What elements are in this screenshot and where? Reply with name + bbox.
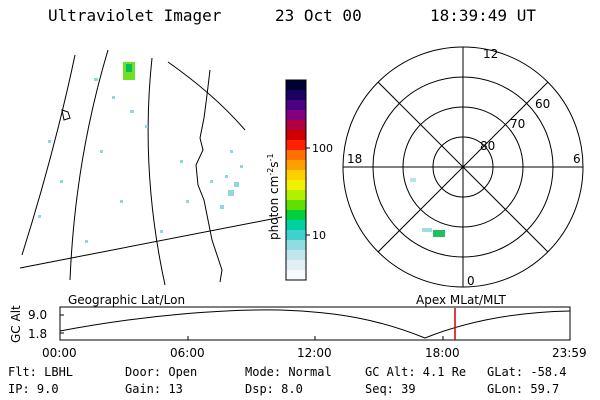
lat-label-80: 80 xyxy=(480,139,495,153)
mlt-label-0: 0 xyxy=(467,274,475,288)
gc-alt-label: GC Alt: 4.1 Re xyxy=(365,365,467,379)
aurora-speckles xyxy=(38,78,243,243)
colorbar-cell xyxy=(286,210,306,221)
colorbar-cell xyxy=(286,250,306,261)
instrument-title: Ultraviolet Imager xyxy=(48,6,222,25)
lat-label-60: 60 xyxy=(535,97,550,111)
colorbar-cell xyxy=(286,170,306,181)
orbit-xtick-0000: 00:00 xyxy=(42,346,77,360)
aurora-spot-north-core xyxy=(126,64,132,72)
colorbar-cell xyxy=(286,120,306,131)
polar-aurora-speck xyxy=(410,178,416,182)
orbit-left-title: Geographic Lat/Lon xyxy=(68,293,185,307)
colorbar-cell xyxy=(286,220,306,231)
glat-label: GLat: -58.4 xyxy=(487,365,567,379)
dsp-label: Dsp: 8.0 xyxy=(245,382,303,396)
glon-label: GLon: 59.7 xyxy=(487,382,560,396)
orbit-xtick-0600: 06:00 xyxy=(170,346,205,360)
colorbar-tick-100: 100 xyxy=(312,142,333,155)
colorbar-cell xyxy=(286,270,306,281)
polar-plot: 12 18 6 0 80 70 60 xyxy=(342,46,584,288)
colorbar-cell xyxy=(286,230,306,241)
orbit-panel: Geographic Lat/Lon Apex MLat/MLT GC Alt … xyxy=(9,293,587,360)
filter-label: Flt: LBHL xyxy=(8,365,74,379)
orbit-xtick-1800: 18:00 xyxy=(425,346,460,360)
gain-label: Gain: 13 xyxy=(125,382,183,396)
colorbar-cell xyxy=(286,260,306,271)
door-label: Door: Open xyxy=(125,365,198,379)
mlt-label-6: 6 xyxy=(573,152,581,166)
colorbar-cell xyxy=(286,80,306,91)
colorbar-cell xyxy=(286,190,306,201)
colorbar-cell xyxy=(286,240,306,251)
orbit-xtick-2359: 23:59 xyxy=(552,346,587,360)
colorbar-cell xyxy=(286,130,306,141)
colorbar-cell xyxy=(286,90,306,101)
longitude-line-3 xyxy=(167,61,246,131)
ip-label: IP: 9.0 xyxy=(8,382,59,396)
colorbar-cell xyxy=(286,160,306,171)
geographic-map xyxy=(19,49,283,286)
mlt-label-12: 12 xyxy=(483,47,498,61)
colorbar-cell xyxy=(286,180,306,191)
colorbar-tick-10: 10 xyxy=(312,229,326,242)
colorbar-cell xyxy=(286,110,306,121)
latitude-line xyxy=(19,216,283,269)
longitude-line-2 xyxy=(147,57,166,286)
orbit-right-title: Apex MLat/MLT xyxy=(416,293,506,307)
colorbar-cell xyxy=(286,100,306,111)
map-edge-left xyxy=(21,54,76,256)
colorbar-cells xyxy=(286,80,306,281)
colorbar: 100 10 photon cm-2s-1 xyxy=(266,79,333,281)
colorbar-frame xyxy=(285,79,307,281)
orbit-altitude-curve xyxy=(59,309,571,339)
orbit-ytick-1_8: 1.8 xyxy=(28,327,47,341)
seq-label: Seq: 39 xyxy=(365,382,416,396)
date-label: 23 Oct 00 xyxy=(275,6,362,25)
coastline-island xyxy=(61,109,71,121)
polar-aurora-halo xyxy=(422,228,432,232)
orbit-axis-label: GC Alt xyxy=(9,305,23,343)
colorbar-cell xyxy=(286,140,306,151)
lat-label-70: 70 xyxy=(510,117,525,131)
mode-label: Mode: Normal xyxy=(245,365,332,379)
coastline xyxy=(195,69,223,283)
longitude-line-1 xyxy=(69,49,109,281)
colorbar-cell xyxy=(286,150,306,161)
orbit-xtick-1200: 12:00 xyxy=(297,346,332,360)
time-label: 18:39:49 UT xyxy=(430,6,536,25)
colorbar-cell xyxy=(286,200,306,211)
polar-aurora-spot xyxy=(433,230,445,237)
mlt-label-18: 18 xyxy=(347,152,362,166)
colorbar-label: photon cm-2s-1 xyxy=(266,153,281,240)
orbit-ytick-9: 9.0 xyxy=(28,308,47,322)
